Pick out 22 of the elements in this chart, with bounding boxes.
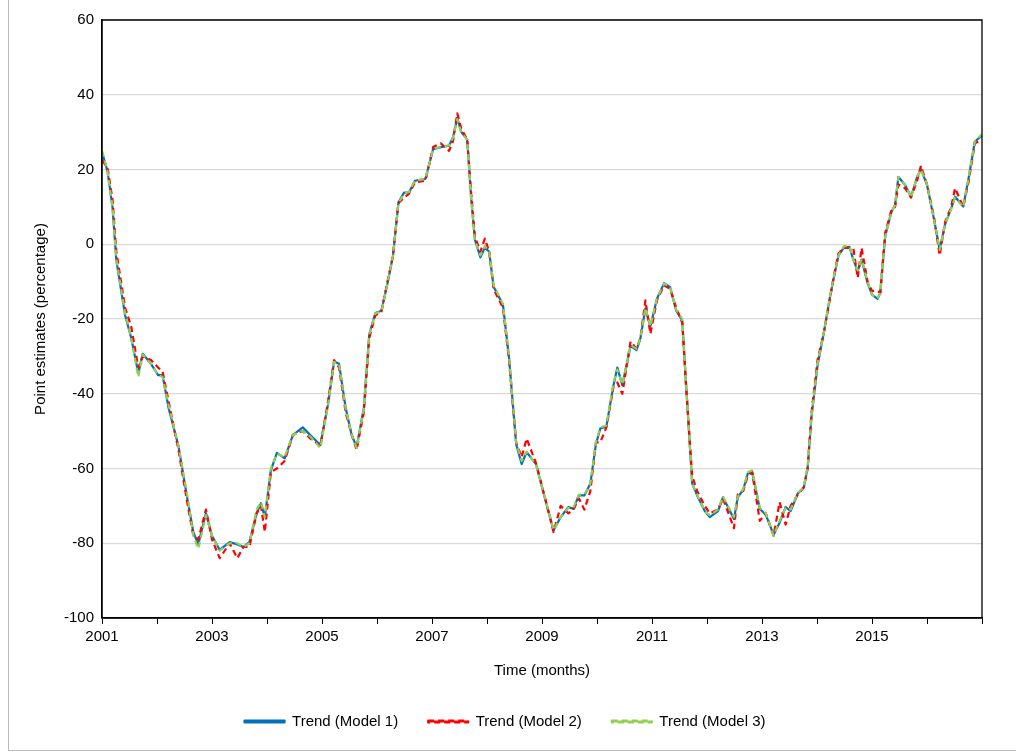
x-tick-label: 2013 bbox=[745, 627, 779, 645]
y-tick-label: -20 bbox=[72, 309, 95, 327]
legend-label: Trend (Model 2) bbox=[475, 711, 582, 729]
y-axis-title: Point estimates (percentage) bbox=[31, 223, 49, 415]
y-tick-label: -40 bbox=[72, 383, 95, 401]
y-tick-label: -100 bbox=[63, 608, 95, 626]
y-tick-label: -80 bbox=[72, 533, 95, 551]
x-tick-label: 2005 bbox=[305, 627, 339, 645]
x-tick-label: 2009 bbox=[525, 627, 559, 645]
y-tick-label: 60 bbox=[77, 10, 95, 28]
y-tick-label: 0 bbox=[85, 234, 95, 252]
x-tick-label: 2007 bbox=[415, 627, 449, 645]
x-tick-label: 2003 bbox=[195, 627, 229, 645]
y-tick-label: 20 bbox=[77, 159, 95, 177]
x-tick-label: 2011 bbox=[635, 627, 669, 645]
x-axis-title: Time (months) bbox=[493, 661, 591, 679]
x-tick-label: 2015 bbox=[855, 627, 889, 645]
legend-label: Trend (Model 3) bbox=[659, 711, 766, 729]
x-tick-label: 2001 bbox=[85, 627, 119, 645]
y-tick-label: -60 bbox=[72, 458, 95, 476]
y-tick-label: 40 bbox=[77, 84, 95, 102]
legend-label: Trend (Model 1) bbox=[292, 711, 399, 729]
